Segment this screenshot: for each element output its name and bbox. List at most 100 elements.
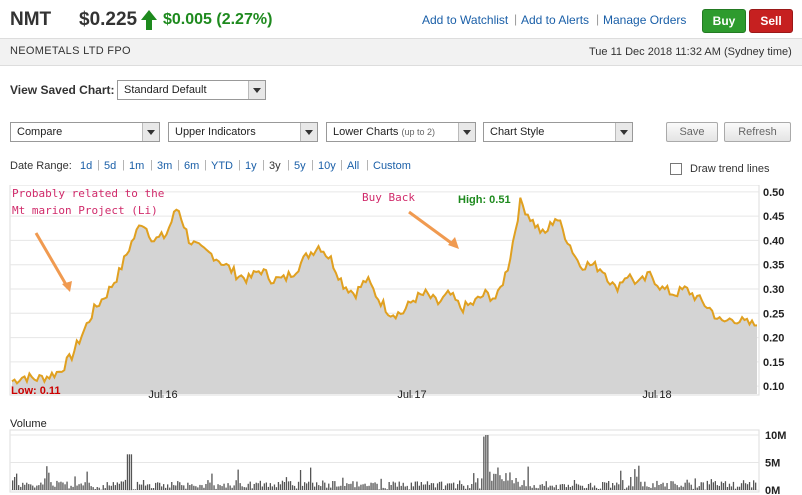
- volume-bar: [130, 454, 133, 491]
- volume-bar: [404, 486, 406, 490]
- date-range-5d[interactable]: 5d: [104, 160, 117, 172]
- date-range-3m[interactable]: 3m: [157, 160, 173, 172]
- volume-bar: [402, 482, 404, 490]
- volume-bar: [271, 486, 273, 490]
- volume-bar: [159, 482, 161, 490]
- volume-bar: [366, 486, 368, 490]
- volume-bar: [692, 488, 694, 490]
- volume-bar: [746, 484, 749, 490]
- date-range-5y[interactable]: 5y: [294, 160, 306, 172]
- volume-chart[interactable]: 10M 5M 0M: [0, 414, 802, 495]
- volume-bar: [491, 480, 493, 490]
- volume-bar: [128, 454, 131, 491]
- sell-button[interactable]: Sell: [749, 9, 793, 33]
- volume-bar: [185, 488, 187, 490]
- volume-bar: [94, 489, 96, 490]
- volume-bar: [283, 482, 286, 490]
- volume-bar: [142, 480, 145, 490]
- volume-bar: [682, 486, 684, 490]
- buy-button[interactable]: Buy: [702, 9, 746, 33]
- compare-select[interactable]: Compare: [10, 122, 160, 142]
- volume-bar: [48, 472, 50, 490]
- volume-bar: [438, 481, 441, 490]
- volume-bar: [22, 482, 24, 490]
- price-chart[interactable]: 0.50 0.45 0.40 0.35 0.30 0.25 0.20 0.15 0.10 Jul…: [0, 185, 802, 399]
- volume-bar: [318, 485, 320, 490]
- company-name: NEOMETALS LTD FPO: [10, 45, 131, 57]
- volume-bar: [380, 478, 382, 490]
- date-range-1m[interactable]: 1m: [129, 160, 145, 172]
- volume-bar: [751, 487, 753, 490]
- chevron-down-icon: [300, 123, 317, 141]
- manage-orders-link[interactable]: Manage Orders: [603, 13, 687, 27]
- volume-bar: [668, 489, 670, 490]
- trend-lines-checkbox[interactable]: [670, 163, 682, 175]
- volume-bar: [28, 484, 30, 490]
- volume-bar: [66, 481, 68, 490]
- volume-bar: [289, 481, 292, 490]
- date-range-6m[interactable]: 6m: [184, 160, 200, 172]
- volume-bar: [740, 483, 743, 490]
- volume-bar: [249, 481, 251, 490]
- date-range-ytd[interactable]: YTD: [211, 160, 233, 172]
- volume-bar: [459, 480, 461, 490]
- volume-bar: [245, 487, 247, 490]
- volume-bar: [227, 483, 229, 490]
- date-range-1d[interactable]: 1d: [80, 160, 93, 172]
- refresh-button[interactable]: Refresh: [724, 122, 791, 142]
- volume-bar: [503, 481, 505, 490]
- lower-charts-select[interactable]: Lower Charts (up to 2): [326, 122, 476, 142]
- chevron-down-icon: [142, 123, 159, 141]
- volume-bar: [30, 484, 32, 490]
- volume-bar: [231, 487, 233, 490]
- volume-bar: [314, 486, 316, 490]
- volume-bar: [374, 482, 376, 490]
- volume-bar: [453, 482, 455, 490]
- volume-label: Volume: [10, 418, 47, 430]
- volume-bar: [497, 467, 499, 490]
- x-tick-label: Jul 17: [397, 389, 426, 399]
- volume-bar: [96, 487, 98, 490]
- volume-bar: [203, 487, 205, 490]
- volume-bar: [388, 482, 390, 490]
- volume-bar: [177, 481, 179, 490]
- volume-bar: [658, 485, 660, 490]
- volume-y-tick-label: 0M: [765, 485, 780, 495]
- volume-bar: [533, 485, 535, 490]
- volume-bar: [686, 479, 688, 490]
- volume-bar: [312, 482, 314, 490]
- volume-bar: [169, 487, 171, 490]
- volume-bar: [70, 485, 72, 490]
- volume-bar: [74, 476, 76, 490]
- volume-bar: [72, 486, 74, 490]
- date-range-3y[interactable]: 3y: [269, 160, 281, 172]
- add-to-alerts-link[interactable]: Add to Alerts: [521, 13, 590, 27]
- volume-bar: [400, 485, 402, 490]
- y-tick-label: 0.35: [763, 260, 784, 272]
- chart-style-select[interactable]: Chart Style: [483, 122, 633, 142]
- volume-bar: [722, 483, 725, 490]
- volume-bar: [650, 487, 652, 490]
- volume-bar: [328, 483, 330, 490]
- upper-indicators-select[interactable]: Upper Indicators: [168, 122, 318, 142]
- volume-bar: [219, 485, 221, 490]
- volume-bar: [511, 480, 513, 490]
- volume-bar: [591, 487, 594, 490]
- date-range-custom[interactable]: Custom: [373, 160, 411, 172]
- volume-bar: [730, 486, 733, 490]
- volume-bar: [662, 482, 664, 490]
- date-range-1y[interactable]: 1y: [245, 160, 257, 172]
- add-to-watchlist-link[interactable]: Add to Watchlist: [422, 13, 509, 27]
- date-range-10y[interactable]: 10y: [318, 160, 336, 172]
- saved-chart-select[interactable]: Standard Default: [117, 80, 266, 100]
- volume-bar: [477, 478, 479, 490]
- save-button[interactable]: Save: [666, 122, 718, 142]
- volume-bar: [463, 485, 465, 490]
- volume-bar: [58, 482, 60, 490]
- date-range-all[interactable]: All: [347, 160, 360, 172]
- volume-bar: [595, 487, 598, 490]
- date-range-divider: |: [340, 159, 343, 171]
- volume-y-tick-label: 10M: [765, 430, 786, 442]
- volume-bar: [209, 482, 211, 490]
- volume-bar: [26, 482, 28, 490]
